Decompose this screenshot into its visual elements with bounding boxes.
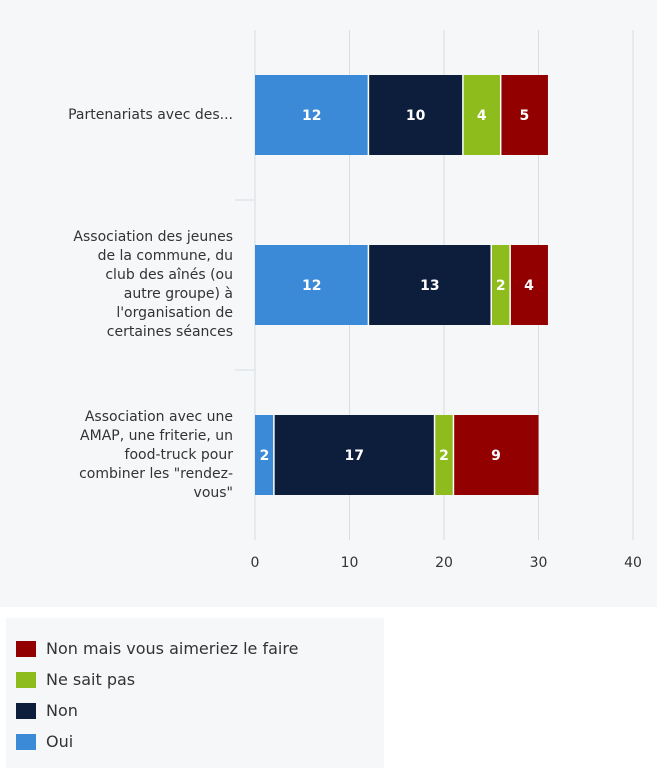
category-label-line: de la commune, du <box>97 248 233 264</box>
x-tick-label: 0 <box>251 555 260 571</box>
legend-swatch <box>16 641 36 657</box>
category-label-1: Association des jeunes de la commune, du c… <box>33 228 233 342</box>
legend-label: Ne sait pas <box>46 670 136 689</box>
category-label-line: Association des jeunes <box>73 229 233 245</box>
data-label: 12 <box>302 278 321 294</box>
category-label-line: autre groupe) à <box>123 286 233 302</box>
category-label-2: Association avec une AMAP, une friterie, … <box>33 408 233 503</box>
legend-label: Non <box>46 701 78 720</box>
data-label: 10 <box>406 108 426 124</box>
data-label: 2 <box>260 448 270 464</box>
bar-non-mais-vous-aimeriez-le-faire-2[interactable] <box>453 415 539 495</box>
category-label-line: l'organisation de <box>116 305 233 321</box>
x-tick-label: 20 <box>435 555 453 571</box>
bar-oui-2[interactable] <box>255 415 274 495</box>
data-label: 12 <box>302 108 321 124</box>
data-label: 4 <box>477 108 487 124</box>
legend-swatch <box>16 734 36 750</box>
bar-non-0[interactable] <box>368 75 463 155</box>
chart-plot: 0 10 20 30 40 12 10 4 5 12 13 2 4 2 17 2 9 <box>235 30 642 571</box>
legend-swatch <box>16 672 36 688</box>
x-tick-label: 30 <box>530 555 548 571</box>
category-label-line: club des aînés (ou <box>105 267 233 283</box>
chart-panel: 0 10 20 30 40 12 10 4 5 12 13 2 4 2 17 2 9 Partenariats … <box>33 30 642 571</box>
category-label-0: Partenariats avec des... <box>33 106 233 125</box>
bar-non-mais-vous-aimeriez-le-faire-1[interactable] <box>510 245 548 325</box>
bar-oui-1[interactable] <box>255 245 369 325</box>
data-label: 2 <box>439 448 449 464</box>
category-label-line: combiner les "rendez- <box>79 465 233 482</box>
data-label: 13 <box>420 278 439 294</box>
bar-non-1[interactable] <box>368 245 492 325</box>
legend-label: Non mais vous aimeriez le faire <box>46 639 299 658</box>
data-label: 9 <box>491 448 501 464</box>
bar-non-2[interactable] <box>273 415 435 495</box>
legend: Non mais vous aimeriez le faire Ne sait p… <box>6 618 384 768</box>
bar-ne-sait-pas-2[interactable] <box>434 415 454 495</box>
legend-swatch <box>16 703 36 719</box>
category-label-line: vous" <box>193 484 233 501</box>
category-label-line: Partenariats avec des... <box>68 106 233 123</box>
data-label: 17 <box>344 448 363 464</box>
legend-label: Oui <box>46 732 74 751</box>
bar-ne-sait-pas-0[interactable] <box>462 75 501 155</box>
category-label-line: AMAP, une friterie, un <box>80 427 233 444</box>
x-tick-label: 40 <box>624 555 642 571</box>
bar-oui-0[interactable] <box>255 75 369 155</box>
category-label-line: Association avec une <box>84 408 233 425</box>
data-label: 5 <box>519 108 529 124</box>
data-label: 4 <box>524 278 534 294</box>
category-label-line: certaines séances <box>106 324 233 340</box>
category-label-line: food-truck pour <box>124 446 233 463</box>
bar-non-mais-vous-aimeriez-le-faire-0[interactable] <box>500 75 548 155</box>
x-tick-label: 10 <box>341 555 359 571</box>
bar-ne-sait-pas-1[interactable] <box>491 245 511 325</box>
data-label: 2 <box>496 278 506 294</box>
